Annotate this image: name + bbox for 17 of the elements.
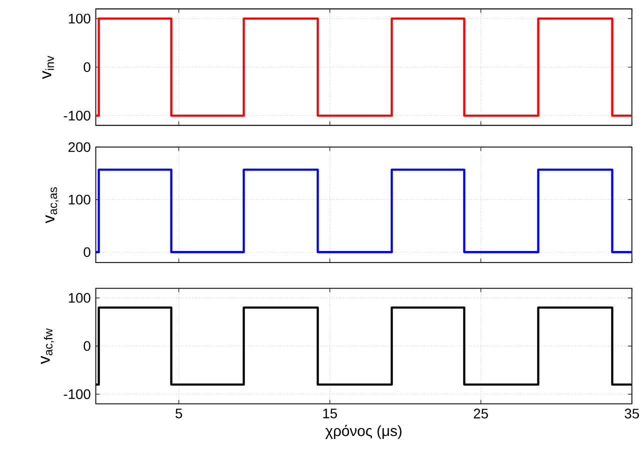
y-tick-label: -100 xyxy=(64,389,90,400)
y-tick-label: 200 xyxy=(68,142,90,152)
x-tick-label: 35 xyxy=(624,408,639,418)
y-tick-label: 0 xyxy=(84,62,90,72)
x-tick-label: 5 xyxy=(176,408,182,418)
y-tick-label: 0 xyxy=(84,341,90,351)
y-tick-label: -100 xyxy=(64,110,90,121)
x-axis-title: χρόνος (μs) xyxy=(325,424,402,440)
x-tick-label: 25 xyxy=(474,408,488,418)
y-axis-title: v$_{ac,as}$ xyxy=(46,187,58,224)
y-tick-label: 100 xyxy=(68,14,90,24)
y-tick-label: 100 xyxy=(68,194,90,204)
y-tick-label: 0 xyxy=(84,247,90,258)
y-axis-title: v$_{inv}$ xyxy=(42,56,54,80)
x-tick-label: 15 xyxy=(323,408,337,418)
y-axis-title: v$_{ac,fw}$ xyxy=(40,328,54,364)
y-tick-label: 100 xyxy=(68,293,90,303)
